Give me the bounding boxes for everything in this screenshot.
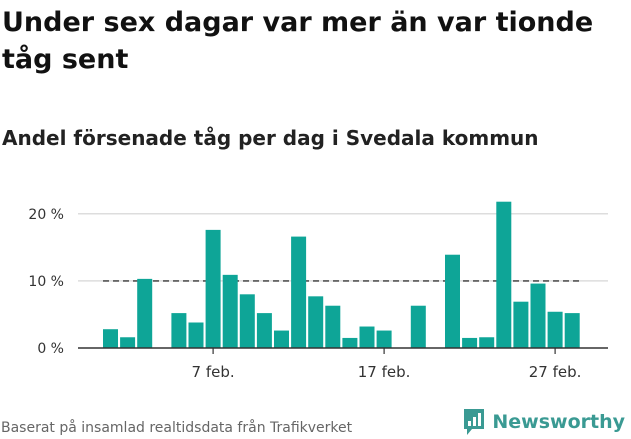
x-tick-label: 7 feb. xyxy=(192,363,235,381)
bar xyxy=(188,322,204,348)
bar xyxy=(239,294,255,348)
brand-name: Newsworthy xyxy=(492,411,625,433)
bar xyxy=(325,305,341,348)
bar xyxy=(137,278,153,348)
bar-chart: 0 % 10 % 20 % 7 feb. 17 feb. 27 feb. xyxy=(28,201,608,381)
y-tick-label: 0 % xyxy=(37,341,64,357)
bar xyxy=(530,283,546,348)
axes: 0 % 10 % 20 % 7 feb. 17 feb. 27 feb. xyxy=(28,207,608,381)
newsworthy-logo-icon xyxy=(464,409,485,435)
x-tick-label: 27 feb. xyxy=(529,363,582,381)
source-footnote: Baserat på insamlad realtidsdata från Tr… xyxy=(1,420,353,436)
grid-lines xyxy=(78,213,608,282)
newsworthy-logo: Newsworthy xyxy=(462,406,625,438)
bar xyxy=(256,313,272,348)
bar xyxy=(171,313,187,348)
chart-title: Under sex dagar var mer än var tionde tå… xyxy=(2,7,594,75)
bar xyxy=(291,236,307,348)
x-tick-label: 17 feb. xyxy=(358,363,411,381)
y-tick-label: 20 % xyxy=(28,207,64,223)
bar xyxy=(462,337,478,348)
bar xyxy=(496,201,512,348)
bar xyxy=(342,337,358,348)
bars xyxy=(103,201,580,348)
bar xyxy=(445,254,460,348)
bar xyxy=(120,337,136,348)
bar xyxy=(222,274,238,348)
bar xyxy=(308,296,324,348)
bar xyxy=(410,305,426,348)
chart-subtitle: Andel försenade tåg per dag i Svedala ko… xyxy=(2,126,539,150)
y-tick-label: 10 % xyxy=(28,274,64,290)
bar xyxy=(479,337,495,348)
bar xyxy=(513,301,529,348)
bar xyxy=(564,313,580,348)
bar xyxy=(103,329,118,348)
bar xyxy=(376,330,392,348)
bar xyxy=(205,229,221,348)
bar xyxy=(359,326,375,348)
bar xyxy=(547,311,563,348)
bar xyxy=(274,330,289,348)
